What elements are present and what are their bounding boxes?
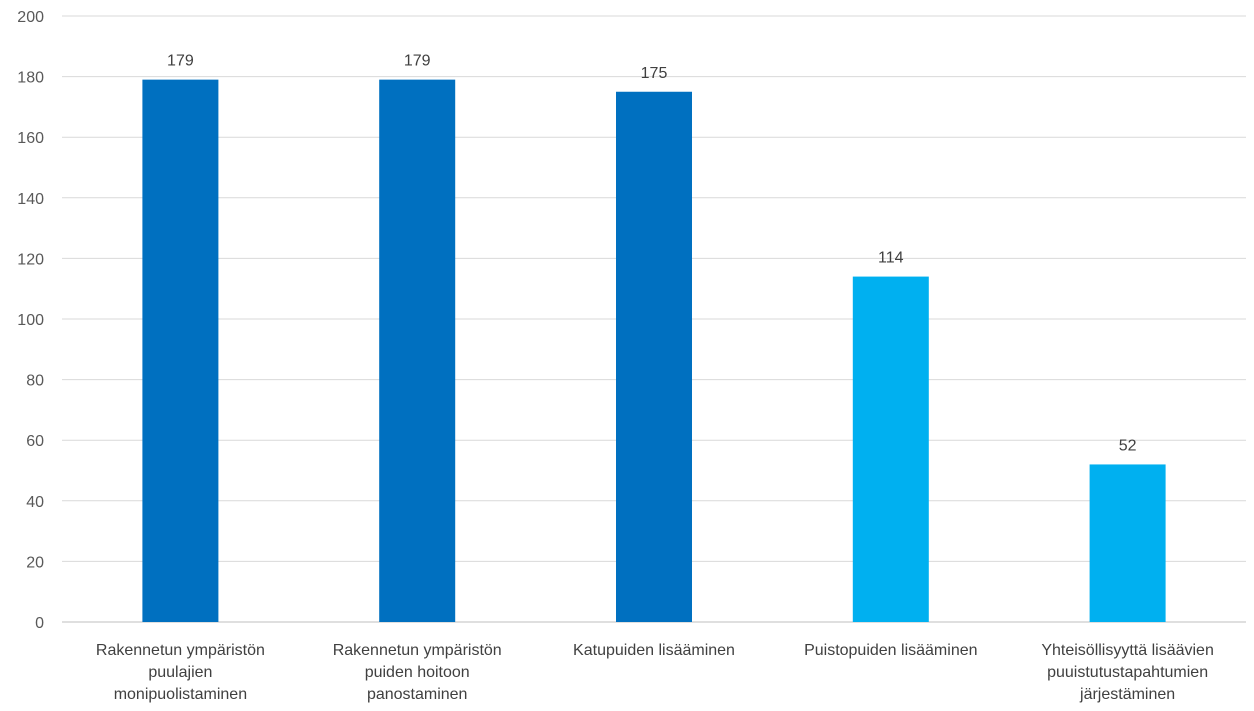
y-tick-label: 60: [26, 433, 44, 450]
y-tick-label: 20: [26, 554, 44, 571]
bar: [852, 276, 929, 622]
y-tick-label: 160: [17, 130, 44, 147]
category-label: Katupuiden lisääminen: [573, 642, 735, 659]
data-labels: 179 179 175 114 52: [167, 53, 1137, 455]
category-label-line: Rakennetun ympäristön: [96, 642, 265, 659]
y-tick-label: 80: [26, 373, 44, 390]
bars: [142, 79, 1166, 622]
bar: [379, 79, 456, 622]
data-label: 179: [404, 53, 431, 70]
category-label: Rakennetun ympäristön puiden hoitoon panos…: [333, 642, 502, 703]
x-axis-category-labels: Rakennetun ympäristön puulajien monipuolis…: [96, 642, 1214, 703]
y-tick-label: 40: [26, 494, 44, 511]
category-label-line: puuistutustapahtumien: [1047, 664, 1208, 681]
data-label: 52: [1119, 437, 1137, 454]
y-tick-label: 140: [17, 191, 44, 208]
y-tick-label: 100: [17, 312, 44, 329]
y-tick-label: 180: [17, 70, 44, 87]
y-tick-label: 0: [35, 615, 44, 632]
bar: [1089, 464, 1166, 622]
y-axis-tick-labels: 0 20 40 60 80 100 120 140 160 180 200: [17, 9, 44, 632]
y-tick-label: 120: [17, 251, 44, 268]
category-label-line: Rakennetun ympäristön: [333, 642, 502, 659]
category-label-line: Puistopuiden lisääminen: [804, 642, 977, 659]
y-tick-label: 200: [17, 9, 44, 26]
category-label-line: monipuolistaminen: [114, 686, 247, 703]
category-label: Rakennetun ympäristön puulajien monipuolis…: [96, 642, 265, 703]
bar: [142, 79, 219, 622]
data-label: 175: [641, 65, 668, 82]
bar: [616, 91, 692, 622]
data-label: 179: [167, 53, 194, 70]
category-label-line: puiden hoitoon: [365, 664, 470, 681]
data-label: 114: [878, 250, 904, 267]
category-label: Yhteisöllisyyttä lisäävien puuistutustapa…: [1041, 642, 1214, 703]
category-label-line: panostaminen: [367, 686, 468, 703]
category-label-line: Yhteisöllisyyttä lisäävien: [1041, 642, 1214, 659]
category-label: Puistopuiden lisääminen: [804, 642, 977, 659]
category-label-line: puulajien: [148, 664, 212, 681]
category-label-line: järjestäminen: [1079, 686, 1175, 703]
category-label-line: Katupuiden lisääminen: [573, 642, 735, 659]
